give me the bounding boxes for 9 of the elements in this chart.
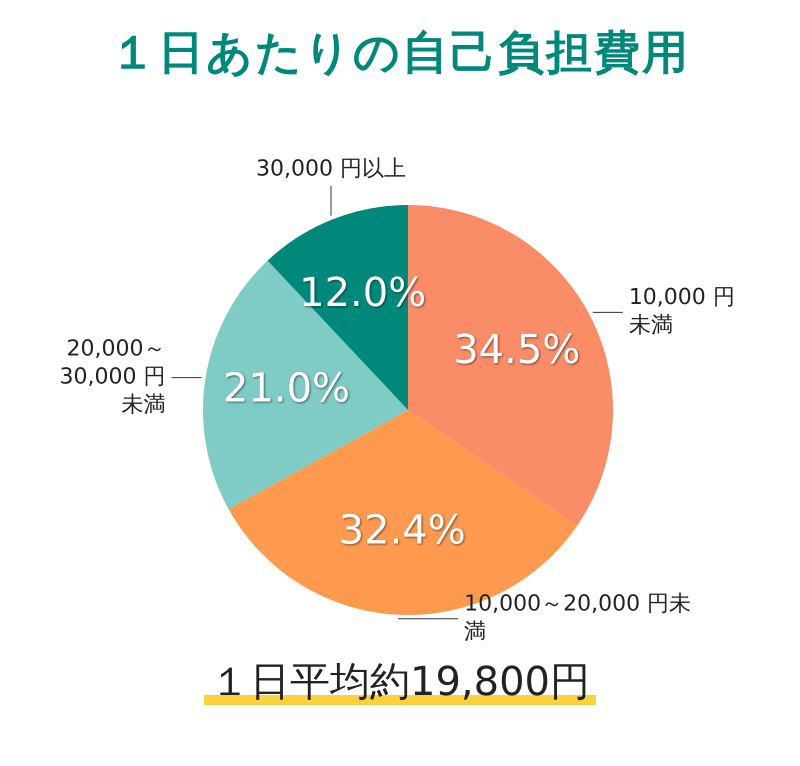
slice-label: 10,000 円未満: [628, 285, 735, 338]
slice-label: 20,000～30,000 円未満: [60, 336, 166, 418]
data-label: 34.5%: [453, 326, 580, 373]
data-label: 32.4%: [338, 507, 466, 554]
chart-title: １日あたりの自己負担費用: [109, 24, 691, 81]
slice-label: 30,000 円以上: [256, 156, 406, 182]
slice-label: 10,000～20,000 円未満: [464, 591, 692, 644]
data-label: 21.0%: [222, 365, 350, 412]
text: １日平均約19,800円: [204, 659, 596, 705]
